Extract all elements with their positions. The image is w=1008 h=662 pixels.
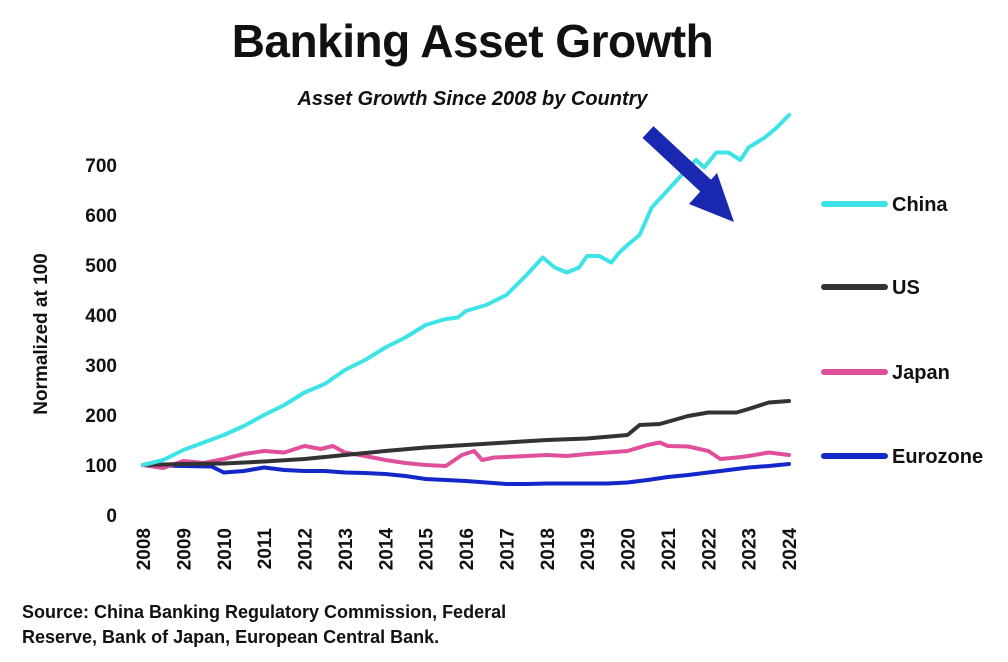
x-tick-label: 2021 (659, 528, 680, 571)
series-line-us (141, 399, 791, 467)
chart-title: Banking Asset Growth (231, 15, 714, 67)
x-tick-label: 2015 (417, 528, 438, 571)
x-tick-label: 2024 (780, 528, 801, 571)
x-tick-label: 2023 (740, 528, 761, 570)
x-tick-label: 2018 (538, 528, 559, 570)
y-tick-label: 100 (85, 456, 117, 477)
y-tick-label: 700 (85, 156, 117, 177)
x-tick-label: 2019 (578, 528, 599, 570)
series-lines (141, 113, 791, 486)
x-tick-label: 2014 (376, 528, 397, 571)
y-tick-labels: 0 100 200 300 400 500 600 700 (85, 156, 117, 527)
legend: China US Japan Eurozone (821, 194, 983, 468)
y-tick-label: 400 (85, 306, 117, 327)
y-tick-label: 300 (85, 356, 117, 377)
x-tick-label: 2013 (336, 528, 357, 570)
x-tick-label: 2010 (215, 528, 236, 570)
series-line-eurozone (141, 462, 791, 486)
arrow-shaft (642, 126, 712, 192)
source-note: Source: China Banking Regulatory Commiss… (22, 602, 507, 647)
chart-subtitle: Asset Growth Since 2008 by Country (297, 88, 648, 110)
x-tick-label: 2017 (497, 528, 518, 570)
x-tick-label: 2009 (174, 528, 195, 570)
x-tick-label: 2011 (255, 528, 276, 570)
arrow-head-icon (689, 173, 734, 222)
y-tick-label: 200 (85, 406, 117, 427)
legend-label-eurozone: Eurozone (892, 446, 983, 468)
x-tick-labels: 2008 2009 2010 2011 2012 2013 2014 2015 2016 2017… (134, 528, 801, 571)
x-tick-label: 2020 (619, 528, 640, 570)
series-line-japan (141, 440, 791, 470)
x-tick-label: 2016 (457, 528, 478, 570)
series-line-china (141, 113, 791, 467)
arrow-annotation (642, 126, 734, 222)
y-tick-label: 0 (106, 506, 117, 527)
y-tick-label: 600 (85, 206, 117, 227)
y-axis-title: Normalized at 100 (31, 253, 52, 415)
x-tick-label: 2022 (699, 528, 720, 570)
legend-label-us: US (892, 277, 920, 299)
x-tick-label: 2008 (134, 528, 155, 570)
y-tick-label: 500 (85, 256, 117, 277)
legend-label-china: China (892, 194, 948, 216)
y-axis-label: Normalized at 100 (31, 253, 52, 415)
x-tick-label: 2012 (296, 528, 317, 570)
legend-label-japan: Japan (892, 362, 950, 384)
